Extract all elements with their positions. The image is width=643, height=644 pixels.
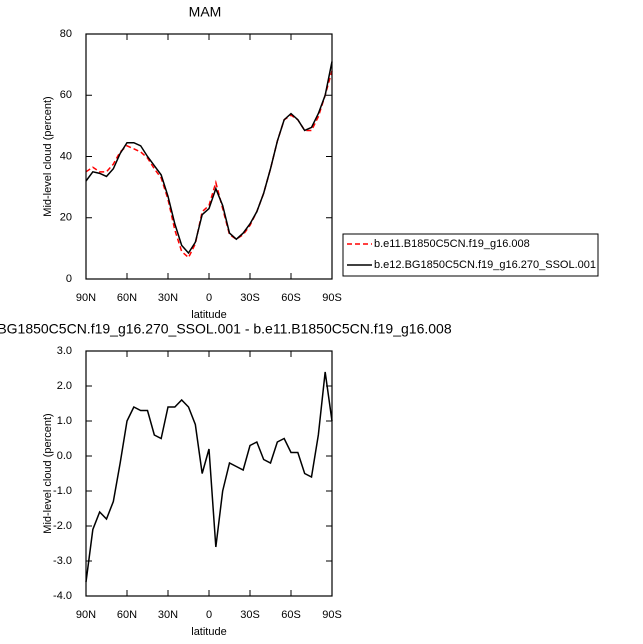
y-tick-label: 40 [60, 150, 72, 162]
x-tick-label: 30N [158, 609, 178, 621]
plot-frame [85, 33, 333, 280]
legend-label: b.e12.BG1850C5CN.f19_g16.270_SSOL.001 [374, 259, 596, 271]
x-tick-label: 30S [240, 609, 260, 621]
y-axis-label: Mid-level cloud (percent) [42, 413, 54, 533]
legend-box [342, 233, 599, 277]
x-tick-label: 0 [206, 609, 212, 621]
data-line [85, 70, 333, 259]
y-tick-label: 20 [60, 212, 72, 224]
x-tick-label: 60S [281, 292, 301, 304]
chart-title: b.e12.BG1850C5CN.f19_g16.270_SSOL.001 - … [0, 321, 452, 337]
y-tick-label: 0 [66, 273, 72, 285]
x-axis-label: latitude [191, 309, 226, 321]
x-tick-label: 30N [158, 292, 178, 304]
x-tick-label: 90N [76, 609, 96, 621]
y-tick-label: 3.0 [57, 345, 72, 357]
y-tick-label: 80 [60, 28, 72, 40]
x-tick-label: 60S [281, 609, 301, 621]
x-tick-label: 90S [322, 292, 342, 304]
x-tick-label: 60N [117, 609, 137, 621]
y-tick-label: -4.0 [53, 590, 72, 602]
plot-frame [85, 350, 333, 597]
y-tick-label: 60 [60, 89, 72, 101]
y-tick-label: 0.0 [57, 450, 72, 462]
x-tick-label: 30S [240, 292, 260, 304]
y-tick-label: -2.0 [53, 520, 72, 532]
y-tick-label: -1.0 [53, 485, 72, 497]
legend-label: b.e11.B1850C5CN.f19_g16.008 [374, 238, 530, 250]
y-tick-label: -3.0 [53, 555, 72, 567]
y-tick-label: 1.0 [57, 415, 72, 427]
chart-title: MAM [189, 4, 222, 20]
y-tick-label: 2.0 [57, 380, 72, 392]
data-line [85, 61, 333, 255]
x-axis-label: latitude [191, 626, 226, 638]
x-tick-label: 0 [206, 292, 212, 304]
y-axis-label: Mid-level cloud (percent) [42, 96, 54, 216]
x-tick-label: 90S [322, 609, 342, 621]
x-tick-label: 60N [117, 292, 137, 304]
x-tick-label: 90N [76, 292, 96, 304]
data-line [85, 371, 333, 583]
